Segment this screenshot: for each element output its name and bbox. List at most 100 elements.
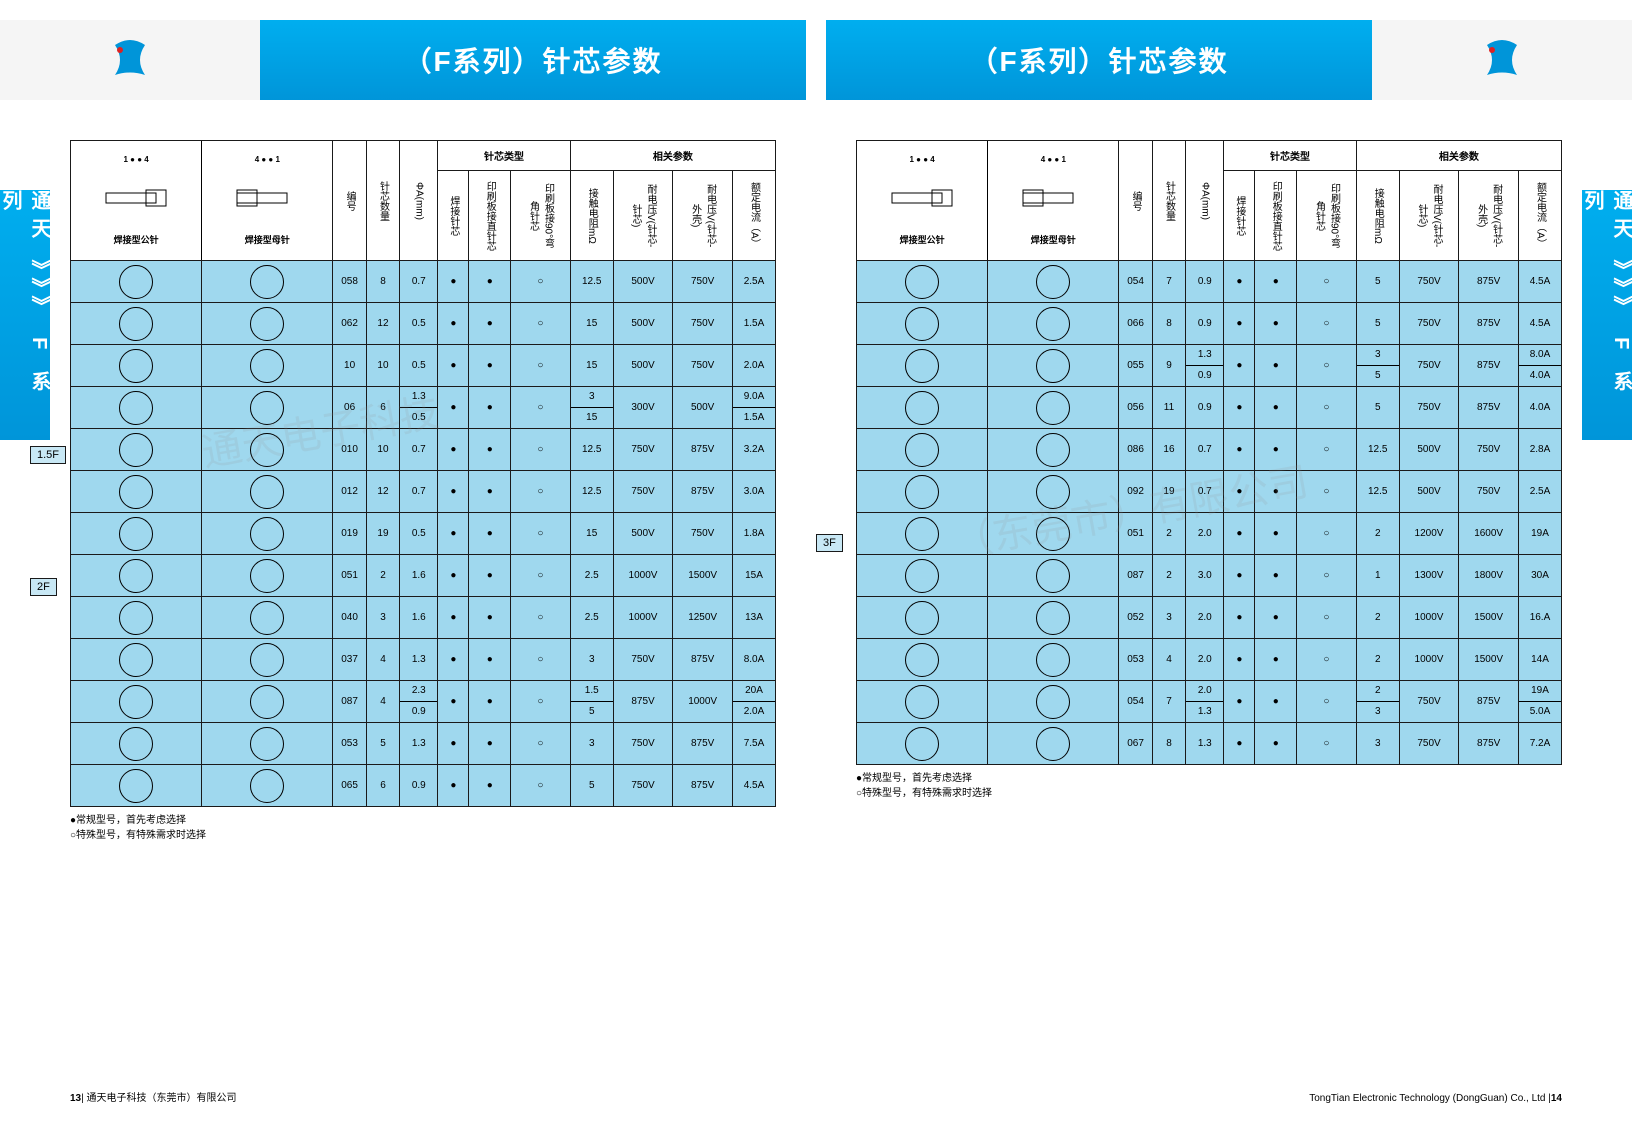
- connector-diagram-male: [857, 723, 988, 765]
- cell-no: 087: [333, 681, 366, 723]
- cell-type-pcb90: ○: [1297, 681, 1357, 723]
- cell-amp: 9.0A1.5A: [732, 387, 775, 429]
- connector-diagram-male: [857, 681, 988, 723]
- cell-no: 066: [1119, 303, 1152, 345]
- logo-left-box: [0, 20, 260, 100]
- cell-type-pcb: ●: [469, 765, 511, 807]
- cell-type-solder: ●: [1224, 597, 1255, 639]
- cell-pins: 6: [366, 387, 399, 429]
- cell-type-pcb90: ○: [511, 345, 571, 387]
- cell-pins: 4: [366, 639, 399, 681]
- cell-amp: 2.5A: [1518, 471, 1561, 513]
- cell-amp: 3.0A: [732, 471, 775, 513]
- cell-type-pcb: ●: [1255, 345, 1297, 387]
- cell-dia: 0.9: [1186, 387, 1224, 429]
- cell-type-pcb90: ○: [511, 261, 571, 303]
- cell-no: 054: [1119, 261, 1152, 303]
- cell-v1: 500V: [613, 261, 673, 303]
- table-row: 05121.6●●○2.51000V1500V15A: [71, 555, 776, 597]
- cell-pins: 7: [1152, 261, 1185, 303]
- cell-amp: 19A5.0A: [1518, 681, 1561, 723]
- connector-diagram-male: [857, 513, 988, 555]
- cell-res: 35: [1356, 345, 1399, 387]
- cell-type-pcb90: ○: [511, 723, 571, 765]
- cell-type-pcb: ●: [469, 345, 511, 387]
- cell-type-solder: ●: [438, 597, 469, 639]
- connector-diagram-male: [71, 765, 202, 807]
- cell-pins: 2: [1152, 555, 1185, 597]
- cell-v2: 875V: [1459, 303, 1519, 345]
- connector-diagram-male: [71, 303, 202, 345]
- cell-type-pcb: ●: [1255, 723, 1297, 765]
- cell-dia: 0.7: [1186, 429, 1224, 471]
- cell-v2: 875V: [1459, 681, 1519, 723]
- table-row: 05351.3●●○3750V875V7.5A: [71, 723, 776, 765]
- cell-type-solder: ●: [1224, 345, 1255, 387]
- cell-dia: 0.9: [1186, 261, 1224, 303]
- cell-v1: 875V: [613, 681, 673, 723]
- cell-res: 3: [1356, 723, 1399, 765]
- table-row: 06560.9●●○5750V875V4.5A: [71, 765, 776, 807]
- connector-diagram-female: [988, 513, 1119, 555]
- cell-type-pcb90: ○: [1297, 345, 1357, 387]
- cell-type-pcb: ●: [469, 261, 511, 303]
- cell-pins: 9: [1152, 345, 1185, 387]
- cell-type-solder: ●: [438, 555, 469, 597]
- cell-type-solder: ●: [1224, 555, 1255, 597]
- cell-no: 053: [1119, 639, 1152, 681]
- series-tag: 3F: [816, 534, 843, 552]
- cell-type-solder: ●: [438, 303, 469, 345]
- cell-no: 10: [333, 345, 366, 387]
- cell-no: 087: [1119, 555, 1152, 597]
- table-row: 0661.30.5●●○315300V500V9.0A1.5A: [71, 387, 776, 429]
- cell-pins: 12: [366, 303, 399, 345]
- cell-no: 037: [333, 639, 366, 681]
- table-row: 05880.7●●○12.5500V750V2.5A: [71, 261, 776, 303]
- cell-amp: 8.0A4.0A: [1518, 345, 1561, 387]
- cell-no: 040: [333, 597, 366, 639]
- cell-v2: 750V: [673, 513, 733, 555]
- cell-v2: 875V: [673, 429, 733, 471]
- cell-no: 06: [333, 387, 366, 429]
- cell-type-solder: ●: [1224, 471, 1255, 513]
- cell-type-pcb: ●: [469, 471, 511, 513]
- series-tag: 1.5F: [30, 446, 66, 464]
- cell-res: 2.5: [570, 555, 613, 597]
- connector-diagram-male: [71, 471, 202, 513]
- cell-no: 010: [333, 429, 366, 471]
- connector-diagram-female: [202, 723, 333, 765]
- cell-type-solder: ●: [1224, 681, 1255, 723]
- footnote: ●常规型号，首先考虑选择○特殊型号，有特殊需求时选择: [70, 811, 776, 841]
- cell-type-pcb90: ○: [1297, 723, 1357, 765]
- cell-type-pcb: ●: [469, 303, 511, 345]
- connector-diagram-male: [71, 555, 202, 597]
- cell-dia: 1.6: [400, 597, 438, 639]
- cell-type-pcb: ●: [469, 597, 511, 639]
- cell-no: 054: [1119, 681, 1152, 723]
- cell-v2: 875V: [673, 723, 733, 765]
- connector-diagram-male: [71, 597, 202, 639]
- cell-v1: 500V: [613, 303, 673, 345]
- cell-type-solder: ●: [438, 681, 469, 723]
- cell-v1: 750V: [613, 429, 673, 471]
- cell-dia: 0.7: [1186, 471, 1224, 513]
- title-bar-right: （F系列）针芯参数: [826, 20, 1372, 100]
- cell-res: 15: [570, 303, 613, 345]
- table-row: 05232.0●●○21000V1500V16.A: [857, 597, 1562, 639]
- cell-v1: 1000V: [613, 597, 673, 639]
- cell-pins: 19: [366, 513, 399, 555]
- cell-type-solder: ●: [1224, 639, 1255, 681]
- connector-diagram-female: [988, 429, 1119, 471]
- cell-no: 051: [333, 555, 366, 597]
- cell-dia: 0.9: [400, 765, 438, 807]
- spec-table: 1 ● ● 4焊接型公针4 ● ● 1焊接型母针编号针芯数量ΦA(mm)针芯类型…: [856, 140, 1562, 765]
- connector-diagram-female: [202, 765, 333, 807]
- table-row: 05591.30.9●●○35750V875V8.0A4.0A: [857, 345, 1562, 387]
- cell-type-pcb90: ○: [511, 471, 571, 513]
- cell-res: 3: [570, 723, 613, 765]
- cell-type-pcb90: ○: [511, 303, 571, 345]
- connector-diagram-male: [857, 429, 988, 471]
- table-row: 10100.5●●○15500V750V2.0A: [71, 345, 776, 387]
- connector-diagram-female: [202, 597, 333, 639]
- connector-diagram-female: [988, 555, 1119, 597]
